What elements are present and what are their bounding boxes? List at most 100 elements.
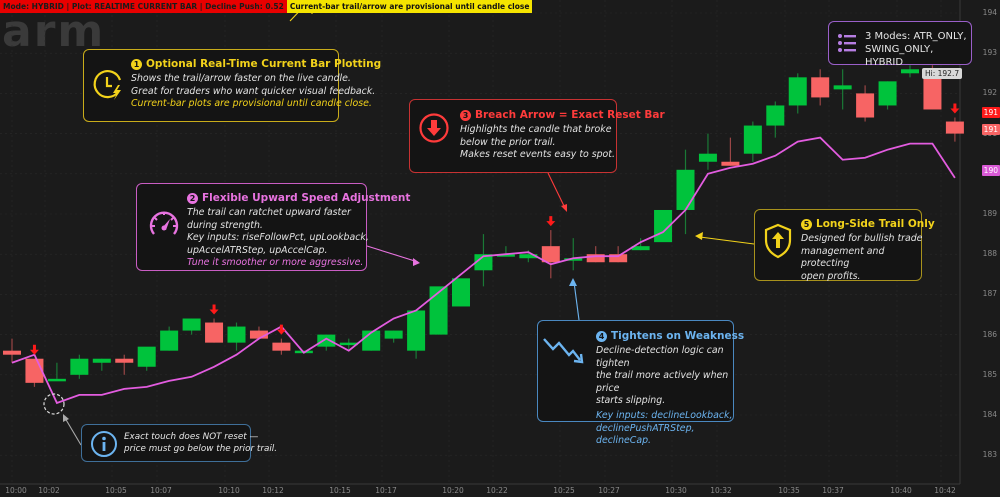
x-tick-label: 10:20 (442, 486, 464, 495)
x-tick-label: 10:25 (553, 486, 575, 495)
bearish-candle (249, 330, 268, 339)
callout-number: 4 (596, 330, 607, 342)
callout-line: management and protecting (801, 245, 885, 270)
x-tick-label: 10:32 (710, 486, 732, 495)
provisional-notice: Current-bar trail/arrow are provisional … (286, 0, 533, 13)
bullish-candle (339, 342, 358, 346)
callout-breach-arrow: 3 Breach Arrow = Exact Reset Bar Highligh… (409, 99, 665, 173)
x-tick-label: 10:27 (598, 486, 620, 495)
bullish-candle (92, 358, 111, 363)
callout-line: Great for traders who want quicker visua… (131, 85, 376, 97)
bullish-candle (496, 254, 515, 257)
last-high-price-tag: 191 (981, 107, 1000, 118)
trail-price-tag: 190 (981, 165, 1000, 176)
x-tick-label: 10:10 (218, 486, 240, 495)
callout-note: declinePushATRStep, declineCap. (596, 422, 695, 447)
x-tick-label: 10:07 (150, 486, 172, 495)
callout-note: Tune it smoother or more aggressive. (187, 257, 364, 269)
callout-upward-speed: 2 Flexible Upward Speed Adjustment The tr… (136, 183, 410, 271)
touch-highlight-circle (43, 393, 65, 415)
x-tick-label: 10:00 (5, 486, 27, 495)
bullish-candle (160, 330, 179, 351)
bearish-candle (923, 77, 942, 110)
callout-title: Flexible Upward Speed Adjustment (202, 192, 411, 204)
callout-line: upAccelATRStep, upAccelCap. (187, 244, 328, 256)
connector-line (699, 236, 755, 245)
callout-line: starts slipping. (596, 395, 666, 407)
y-tick-label: 187 (982, 289, 997, 299)
y-tick-label: 193 (982, 48, 997, 58)
callout-note: Key inputs: declineLookback, (596, 409, 733, 421)
bullish-candle (743, 125, 762, 154)
y-tick-label: 189 (982, 209, 997, 218)
bullish-candle (384, 330, 403, 339)
bullish-candle (182, 318, 201, 331)
bearish-candle (945, 121, 964, 134)
x-tick-label: 10:17 (375, 486, 397, 495)
callout-title: Breach Arrow = Exact Reset Bar (475, 109, 665, 121)
callout-note: Current-bar plots are provisional until … (131, 98, 372, 110)
callout-line: below the prior trail. (460, 136, 556, 148)
connector-line (547, 172, 566, 209)
y-tick-label: 184 (982, 410, 997, 419)
zigzag-down-icon (543, 338, 584, 364)
connector-line (64, 417, 82, 446)
callout-modes: 3 Modes: ATR_ONLY, SWING_ONLY, HYBRID (828, 21, 972, 68)
connector-line (573, 281, 580, 321)
callout-title: Tightens on Weakness (611, 330, 745, 342)
bullish-candle (519, 254, 538, 259)
connector-arrowhead (561, 204, 567, 212)
callout-number: 2 (187, 192, 198, 204)
callout-title: Long-Side Trail Only (816, 218, 935, 230)
list-icon (838, 34, 856, 52)
bullish-candle (407, 310, 426, 351)
bullish-candle (788, 77, 807, 106)
bullish-candle (564, 258, 583, 261)
bearish-candle (811, 77, 830, 98)
x-tick-label: 10:02 (38, 486, 60, 495)
y-tick-label: 185 (982, 369, 997, 379)
callout-line: Designed for bullish trade (801, 233, 923, 244)
callout-line: Key inputs: riseFollowPct, upLookback, (187, 232, 369, 244)
bearish-candle (25, 358, 44, 383)
bullish-candle (429, 286, 448, 335)
connector-line (366, 245, 419, 263)
touch-line: price must go below the prior trail. (124, 444, 278, 454)
clock-lightning-icon (93, 70, 122, 100)
breach-arrow-icon (276, 324, 286, 335)
x-tick-label: 10:12 (262, 486, 284, 495)
callout-long-side-only: 5 Long-Side Trail Only Designed for bulli… (754, 209, 935, 282)
connector-arrowhead (569, 278, 577, 286)
callout-tightens-weakness: 4 Tightens on Weakness Decline-detection … (537, 320, 744, 446)
y-tick-label: 192 (982, 88, 997, 98)
callout-line: Decline-detection logic can tighten (596, 345, 724, 369)
bullish-candle (137, 346, 156, 367)
bearish-candle (586, 254, 605, 263)
bullish-candle (70, 358, 89, 375)
symbol-watermark: arm (2, 6, 106, 57)
touch-line: Exact touch does NOT reset — (124, 432, 259, 442)
bullish-candle (766, 105, 785, 126)
down-arrow-circle-icon (419, 113, 449, 143)
bearish-candle (115, 358, 134, 363)
bearish-candle (272, 342, 291, 351)
bullish-candle (676, 169, 695, 210)
bullish-candle (878, 81, 897, 106)
bearish-candle (856, 93, 875, 118)
connector-arrowhead (413, 258, 420, 266)
breach-arrow-icon (546, 216, 556, 227)
bearish-candle (609, 254, 628, 263)
bullish-candle (698, 153, 717, 162)
shield-up-icon (764, 223, 792, 259)
last-close-price-tag: 191 (981, 124, 1000, 135)
bearish-candle (541, 246, 560, 263)
y-tick-label: 188 (982, 249, 997, 259)
callout-number: 3 (460, 109, 471, 121)
callout-line: during strength. (187, 219, 263, 231)
bullish-candle (227, 326, 246, 343)
modes-line: 3 Modes: ATR_ONLY, (865, 31, 967, 42)
x-tick-label: 10:30 (665, 486, 687, 495)
bullish-candle (833, 85, 852, 90)
callout-line: Makes reset events easy to spot. (460, 149, 615, 161)
x-tick-label: 10:22 (486, 486, 508, 495)
